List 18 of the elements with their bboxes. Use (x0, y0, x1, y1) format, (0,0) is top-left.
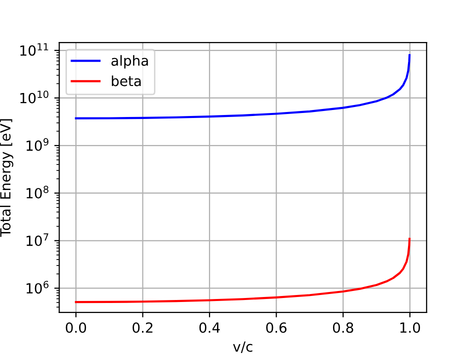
x-axis-title: v/c (233, 342, 252, 353)
y-tick-label: 10$^{8}$ (26, 186, 48, 198)
legend-label: alpha (111, 55, 148, 69)
x-tick-label: 0.2 (132, 322, 152, 333)
y-tick-label: 10$^{11}$ (20, 43, 48, 56)
x-tick-label: 0.6 (266, 322, 286, 333)
x-tick-label: 1.0 (400, 322, 420, 333)
y-tick-label: 10$^{9}$ (26, 138, 48, 151)
y-axis-title: Total Energy [eV] (0, 119, 14, 237)
x-tick-label: 0.8 (332, 322, 354, 333)
y-tick-label: 10$^{7}$ (26, 233, 48, 246)
y-tick-label: 10$^{6}$ (26, 280, 48, 294)
x-tick-label: 0.0 (66, 322, 86, 333)
x-tick-label: 0.4 (199, 322, 220, 333)
line-series (74, 54, 411, 120)
line-series (74, 238, 411, 304)
legend-label: beta (112, 75, 141, 86)
y-tick-label: 10$^{10}$ (20, 90, 48, 104)
